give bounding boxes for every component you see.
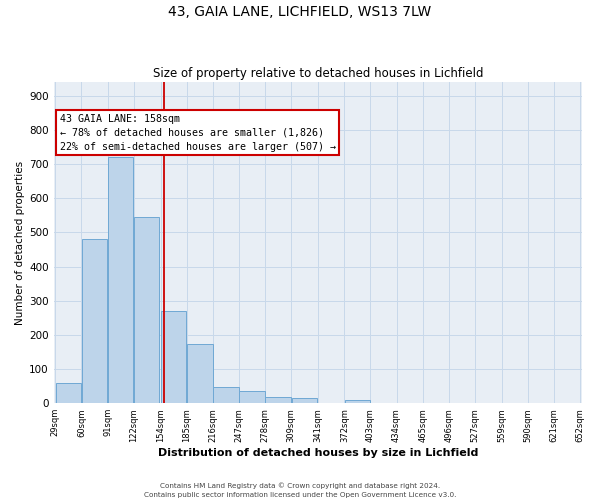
X-axis label: Distribution of detached houses by size in Lichfield: Distribution of detached houses by size … (158, 448, 478, 458)
Text: 43, GAIA LANE, LICHFIELD, WS13 7LW: 43, GAIA LANE, LICHFIELD, WS13 7LW (169, 5, 431, 19)
Bar (56, 382, 81, 403)
Bar (108, 157, 133, 403)
Bar (292, 398, 317, 403)
Bar (82, 239, 107, 403)
Bar (134, 217, 160, 403)
Text: Contains HM Land Registry data © Crown copyright and database right 2024.: Contains HM Land Registry data © Crown c… (160, 482, 440, 489)
Bar (265, 398, 291, 403)
Y-axis label: Number of detached properties: Number of detached properties (15, 160, 25, 324)
Text: Contains public sector information licensed under the Open Government Licence v3: Contains public sector information licen… (144, 492, 456, 498)
Bar (161, 311, 187, 403)
Bar (213, 387, 239, 403)
Text: 43 GAIA LANE: 158sqm
← 78% of detached houses are smaller (1,826)
22% of semi-de: 43 GAIA LANE: 158sqm ← 78% of detached h… (59, 114, 335, 152)
Bar (239, 392, 265, 403)
Bar (344, 400, 370, 403)
Title: Size of property relative to detached houses in Lichfield: Size of property relative to detached ho… (152, 66, 483, 80)
Bar (187, 344, 212, 403)
